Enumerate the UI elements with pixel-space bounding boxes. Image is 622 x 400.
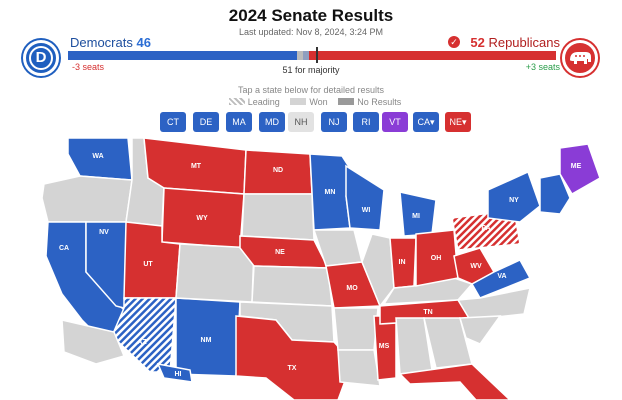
state-chip-nh[interactable]: NH bbox=[288, 112, 314, 132]
map-legend: Leading Won No Results bbox=[0, 96, 622, 107]
state-label-ms: MS bbox=[379, 343, 390, 350]
republicans-label: Republicans bbox=[488, 35, 560, 50]
state-label-wi: WI bbox=[362, 207, 371, 214]
state-label-hi: HI bbox=[175, 371, 182, 378]
leading-seat-segment bbox=[303, 51, 309, 60]
democrat-logo-icon: D bbox=[23, 40, 59, 76]
state-il[interactable] bbox=[361, 233, 395, 308]
state-label-oh: OH bbox=[431, 255, 442, 262]
state-sc[interactable] bbox=[459, 315, 502, 345]
rep-seat-segment bbox=[309, 51, 556, 60]
state-chip-vt[interactable]: VT bbox=[382, 112, 408, 132]
legend-leading: Leading bbox=[247, 96, 280, 107]
republicans-summary: 52 Republicans bbox=[470, 35, 560, 50]
chevron-down-icon: ▾ bbox=[461, 117, 467, 127]
state-chip-ca[interactable]: CA▾ bbox=[413, 112, 439, 132]
state-wi[interactable] bbox=[345, 164, 385, 231]
state-label-mi: MI bbox=[412, 213, 420, 220]
state-chip-ma[interactable]: MA bbox=[226, 112, 252, 132]
state-label-nd: ND bbox=[273, 167, 283, 174]
leading-swatch bbox=[228, 98, 245, 106]
us-senate-map: WA MT ND MN WI MI NY ME NV CA UT WY NE PA IN OH WV VA MO TN… bbox=[40, 138, 620, 400]
republican-elephant-icon bbox=[562, 40, 598, 76]
last-updated: Last updated: Nov 8, 2024, 3:24 PM bbox=[238, 27, 384, 37]
legend-won: Won bbox=[309, 96, 328, 107]
majority-label: 51 for majority bbox=[282, 65, 340, 75]
state-label-mn: MN bbox=[325, 189, 336, 196]
state-or[interactable] bbox=[41, 175, 133, 223]
state-me[interactable] bbox=[559, 143, 601, 196]
state-chip-ri[interactable]: RI bbox=[353, 112, 379, 132]
state-ar[interactable] bbox=[333, 307, 379, 351]
no-results-swatch bbox=[338, 98, 355, 106]
state-ne-states[interactable] bbox=[539, 173, 571, 215]
state-chip-nj[interactable]: NJ bbox=[321, 112, 347, 132]
state-nv[interactable] bbox=[85, 221, 133, 309]
democrats-summary: Democrats 46 bbox=[70, 35, 151, 50]
chevron-down-icon: ▾ bbox=[429, 117, 435, 127]
won-swatch bbox=[290, 98, 307, 106]
state-label-ut: UT bbox=[143, 261, 153, 268]
state-label-pa: PA bbox=[481, 225, 490, 232]
map-svg: WA MT ND MN WI MI NY ME NV CA UT WY NE PA IN OH WV VA MO TN… bbox=[41, 138, 601, 400]
state-label-wy: WY bbox=[196, 215, 208, 222]
page-title: 2024 Senate Results bbox=[228, 6, 394, 25]
state-la[interactable] bbox=[337, 349, 381, 387]
seat-balance-bar bbox=[68, 51, 556, 60]
state-va[interactable] bbox=[470, 259, 532, 299]
check-icon: ✓ bbox=[448, 36, 460, 48]
state-label-nm: NM bbox=[201, 337, 212, 344]
state-chip-ne[interactable]: NE▾ bbox=[445, 112, 471, 132]
state-chip-md[interactable]: MD bbox=[259, 112, 285, 132]
state-chip-de[interactable]: DE bbox=[193, 112, 219, 132]
dem-seat-segment bbox=[68, 51, 297, 60]
dem-seat-change: -3 seats bbox=[72, 62, 105, 72]
state-sd[interactable] bbox=[241, 193, 315, 241]
state-label-tx: TX bbox=[288, 365, 297, 372]
state-label-in: IN bbox=[399, 259, 406, 266]
state-hi[interactable] bbox=[156, 363, 193, 383]
state-label-tn: TN bbox=[423, 309, 432, 316]
democrats-label: Democrats bbox=[70, 35, 133, 50]
state-label-mt: MT bbox=[191, 163, 202, 170]
state-label-wv: WV bbox=[470, 263, 482, 270]
state-chip-ct[interactable]: CT bbox=[160, 112, 186, 132]
state-label-va: VA bbox=[497, 273, 506, 280]
state-label-mo: MO bbox=[346, 285, 358, 292]
state-label-me: ME bbox=[571, 163, 582, 170]
state-co[interactable] bbox=[175, 243, 255, 303]
republicans-seats: 52 bbox=[470, 35, 485, 50]
state-fl[interactable] bbox=[398, 363, 512, 400]
rep-seat-change: +3 seats bbox=[525, 62, 560, 72]
undecided-seat-segment bbox=[297, 51, 303, 60]
state-ks[interactable] bbox=[251, 265, 333, 307]
state-nc[interactable] bbox=[456, 287, 531, 321]
democrats-seats: 46 bbox=[136, 35, 151, 50]
map-hint: Tap a state below for detailed results bbox=[237, 85, 385, 95]
majority-marker bbox=[316, 47, 318, 63]
legend-no-results: No Results bbox=[357, 96, 402, 107]
small-state-buttons: CT DE MA MD NH NJ RI VT CA▾ NE▾ bbox=[160, 112, 480, 132]
state-label-az: AZ bbox=[137, 339, 147, 346]
state-ny[interactable] bbox=[487, 170, 541, 223]
state-label-ne: NE bbox=[275, 249, 285, 256]
state-label-fl: FL bbox=[456, 383, 465, 390]
state-label-wa: WA bbox=[92, 153, 103, 160]
state-label-ca: CA bbox=[59, 245, 69, 252]
state-label-nv: NV bbox=[99, 229, 109, 236]
state-ak[interactable] bbox=[61, 319, 126, 365]
state-label-ny: NY bbox=[509, 197, 519, 204]
